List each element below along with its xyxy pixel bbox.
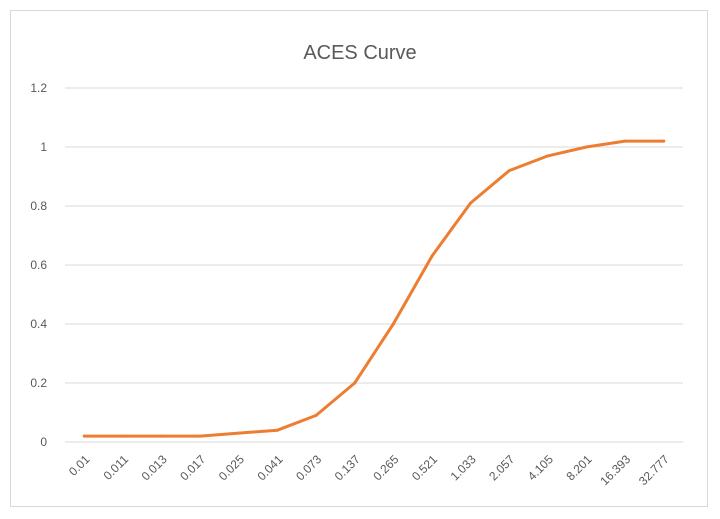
x-tick-label: 0.025 [216, 452, 247, 483]
data-point [469, 201, 473, 205]
y-axis-ticks: 0 0.2 0.4 0.6 0.8 1 1.2 [30, 81, 47, 449]
y-tick-label: 1.2 [30, 81, 47, 95]
x-tick-label: 0.017 [177, 452, 208, 483]
x-tick-label: 8.201 [563, 452, 594, 483]
data-point [198, 434, 202, 438]
data-point [353, 381, 357, 385]
data-point [275, 428, 279, 432]
series-layer [82, 139, 666, 438]
y-tick-label: 1 [40, 140, 47, 154]
data-point [391, 322, 395, 326]
x-axis-ticks: 0.01 0.011 0.013 0.017 0.025 0.041 0.073 0.137 0… [66, 452, 672, 488]
x-tick-label: 2.057 [486, 452, 517, 483]
x-tick-label: 16.393 [597, 452, 633, 488]
x-tick-label: 0.137 [332, 452, 363, 483]
y-tick-label: 0.6 [30, 258, 47, 272]
data-point [507, 169, 511, 173]
data-point [314, 413, 318, 417]
data-point [121, 434, 125, 438]
x-tick-label: 0.073 [293, 452, 324, 483]
x-tick-label: 0.265 [370, 452, 401, 483]
data-point [584, 145, 588, 149]
data-point [82, 434, 86, 438]
data-point [430, 254, 434, 258]
x-tick-label: 32.777 [636, 452, 672, 488]
y-tick-label: 0 [40, 435, 47, 449]
y-tick-label: 0.8 [30, 199, 47, 213]
y-tick-label: 0.4 [30, 317, 47, 331]
x-tick-label: 0.011 [101, 452, 132, 483]
x-tick-label: 0.521 [409, 452, 440, 483]
data-point [546, 154, 550, 158]
chart-svg: ACES Curve 00.20.40.60.811.2 0.01 0.011 0.… [30, 42, 683, 488]
series-line [82, 139, 666, 438]
x-tick-label: 0.013 [139, 452, 170, 483]
y-tick-label: 0.2 [30, 376, 47, 390]
x-tick-label: 1.033 [448, 452, 479, 483]
data-point [623, 139, 627, 143]
grid-lines [65, 87, 683, 443]
data-point [237, 431, 241, 435]
x-tick-label: 4.105 [525, 452, 556, 483]
data-point [160, 434, 164, 438]
chart-frame: ACES Curve 0 0.2 0.4 0.6 0.8 1 1.2 0.01 0.011 0.… [10, 10, 708, 507]
chart-title: ACES Curve [303, 42, 416, 64]
x-tick-label: 0.01 [66, 452, 93, 479]
data-point [662, 139, 666, 143]
x-tick-label: 0.041 [254, 452, 285, 483]
